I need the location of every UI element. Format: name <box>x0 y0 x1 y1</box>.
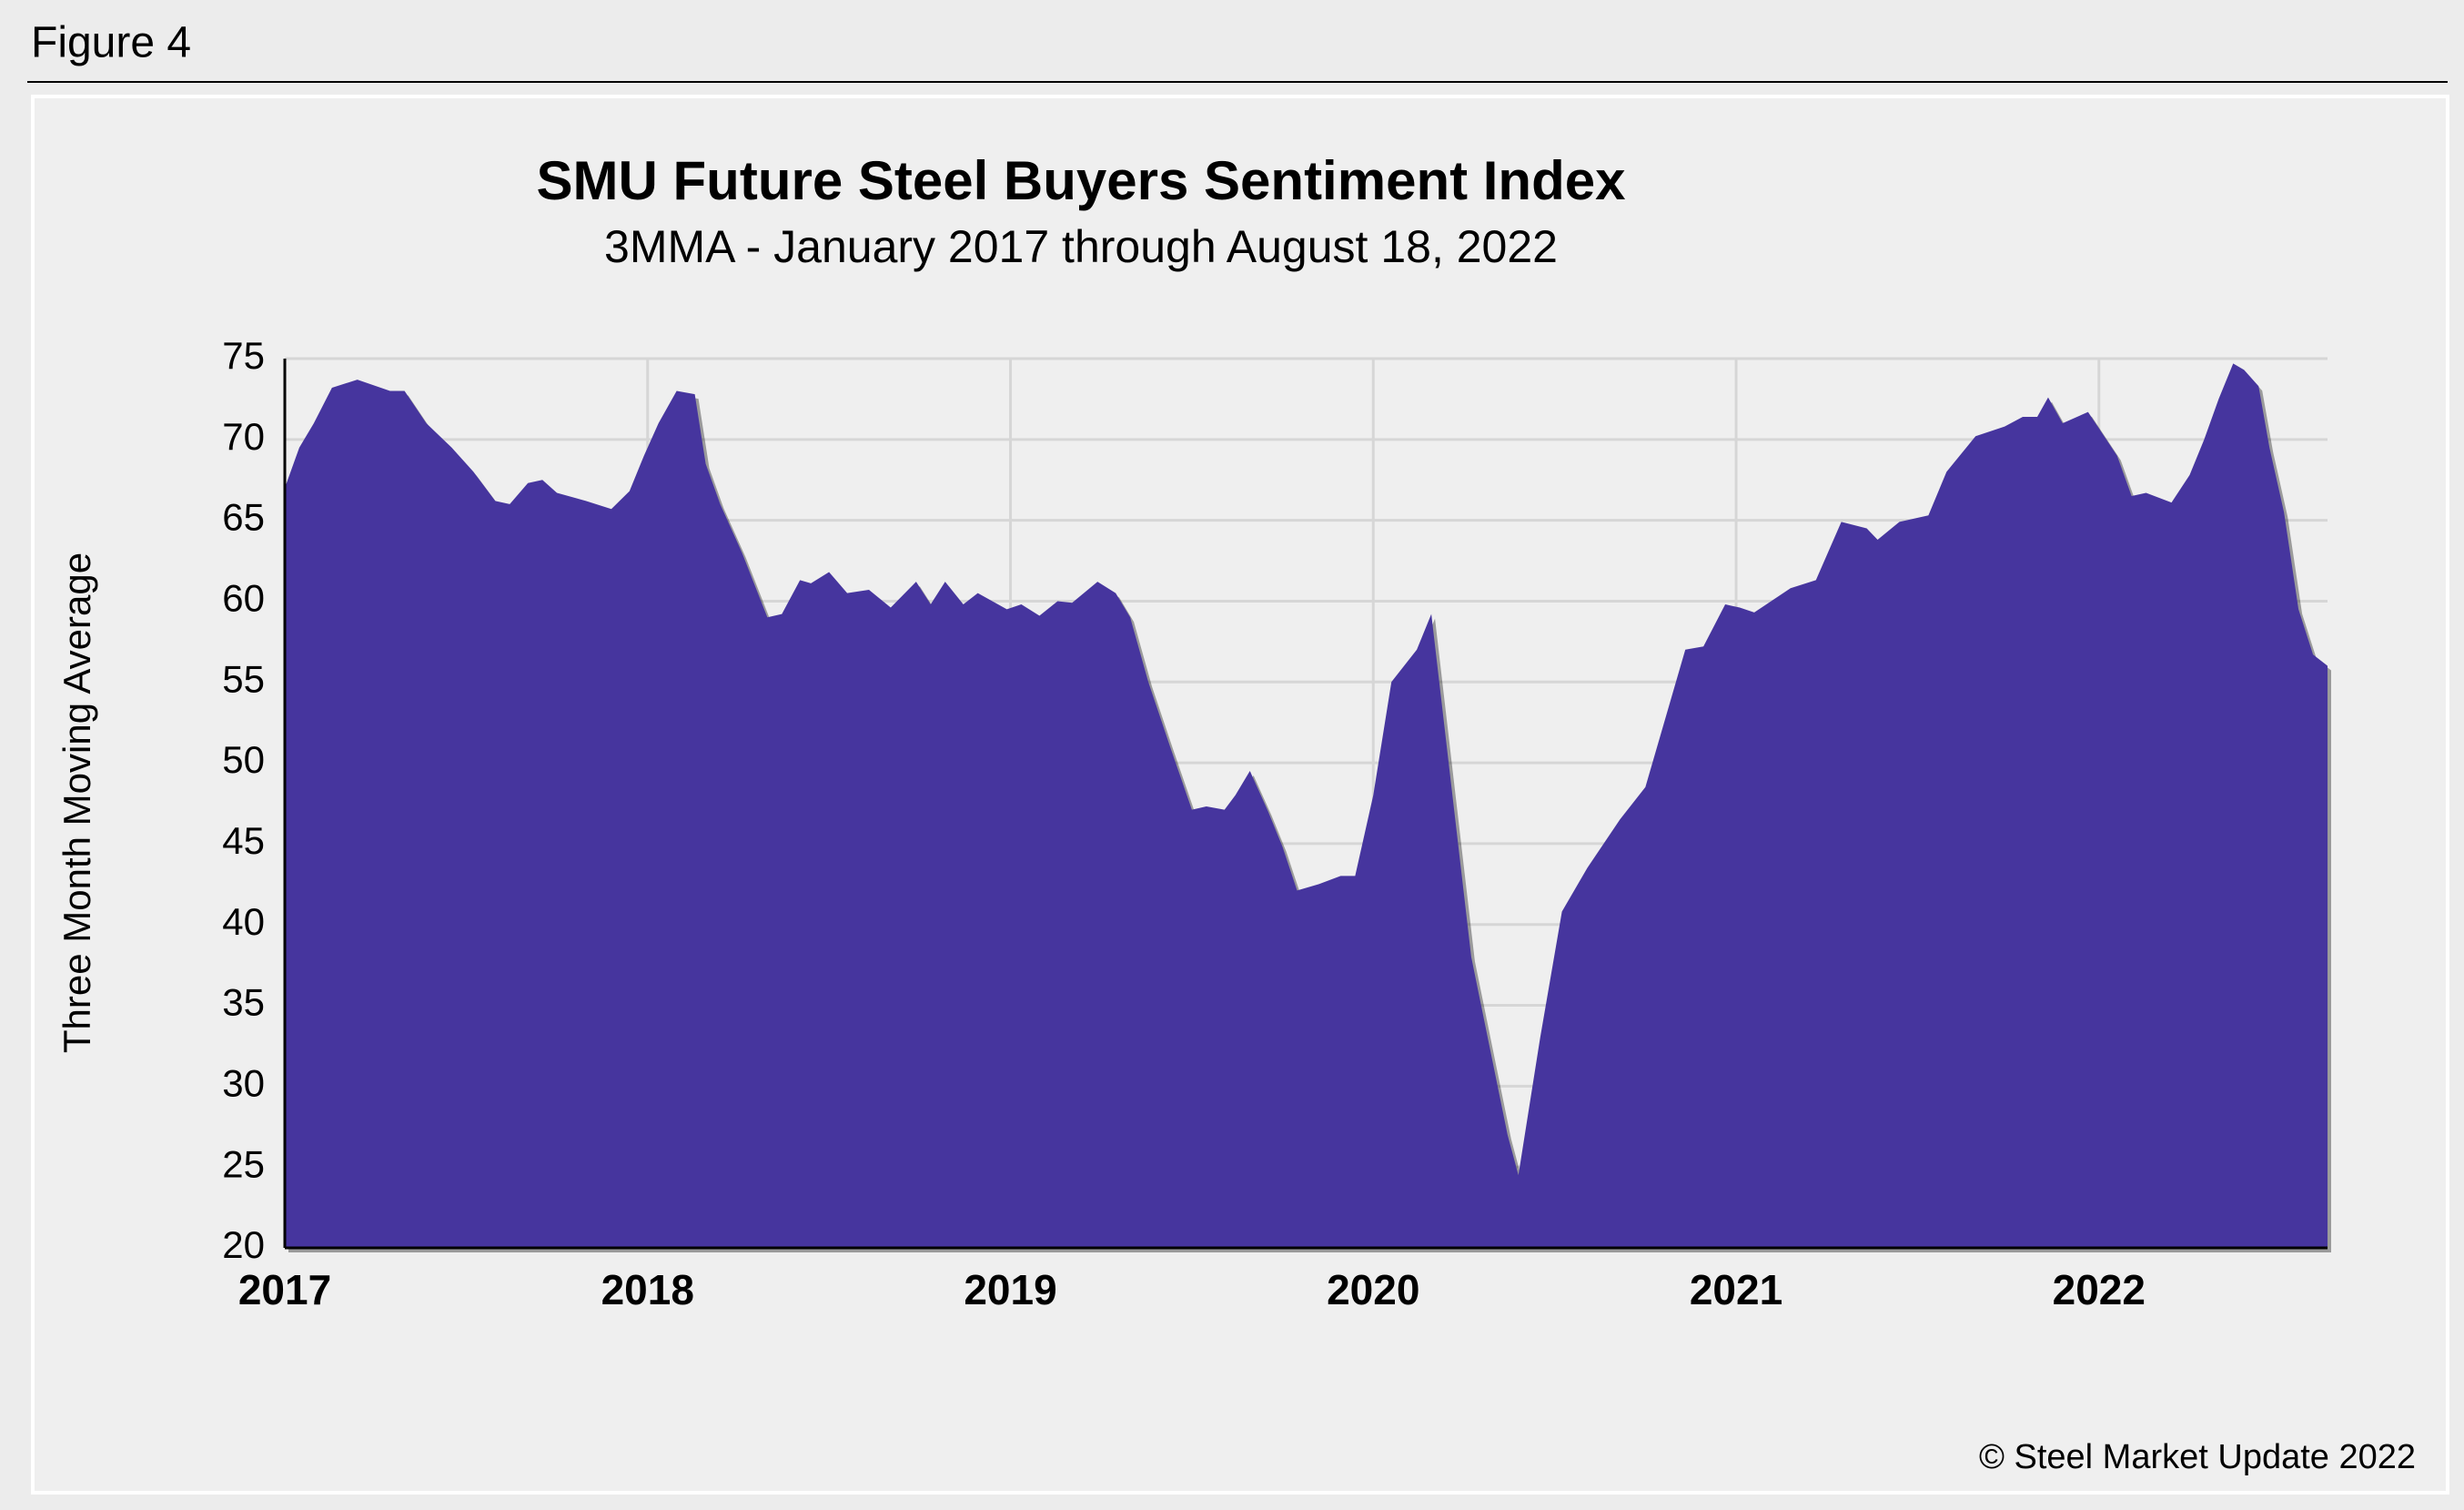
y-tick-label: 70 <box>222 415 265 458</box>
y-tick-label: 30 <box>222 1061 265 1104</box>
y-tick-label: 25 <box>222 1142 265 1185</box>
chart-title: SMU Future Steel Buyers Sentiment Index <box>537 150 1626 211</box>
x-tick-label: 2017 <box>238 1266 331 1313</box>
y-tick-label: 60 <box>222 577 265 620</box>
x-tick-label: 2022 <box>2053 1266 2146 1313</box>
x-tick-label: 2021 <box>1690 1266 1782 1313</box>
y-axis-title: Three Month Moving Average <box>56 552 98 1053</box>
y-tick-label: 20 <box>222 1223 265 1266</box>
y-tick-label: 50 <box>222 738 265 781</box>
y-tick-label: 45 <box>222 819 265 862</box>
plot-area: 20 25 30 35 40 45 50 55 60 65 70 75 2017 2018 2019 2020… <box>222 334 2331 1313</box>
copyright: © Steel Market Update 2022 <box>1979 1438 2416 1476</box>
chart-subtitle: 3MMA - January 2017 through August 18, 2… <box>604 221 1558 272</box>
y-tick-label: 35 <box>222 981 265 1024</box>
y-tick-label: 75 <box>222 334 265 377</box>
x-tick-label: 2020 <box>1327 1266 1419 1313</box>
area <box>285 363 2328 1248</box>
y-tick-label: 40 <box>222 900 265 943</box>
x-tick-label: 2018 <box>601 1266 694 1313</box>
y-tick-label: 55 <box>222 657 265 700</box>
figure-label: Figure 4 <box>31 19 191 67</box>
x-tick-label: 2019 <box>964 1266 1056 1313</box>
y-tick-label: 65 <box>222 496 265 539</box>
